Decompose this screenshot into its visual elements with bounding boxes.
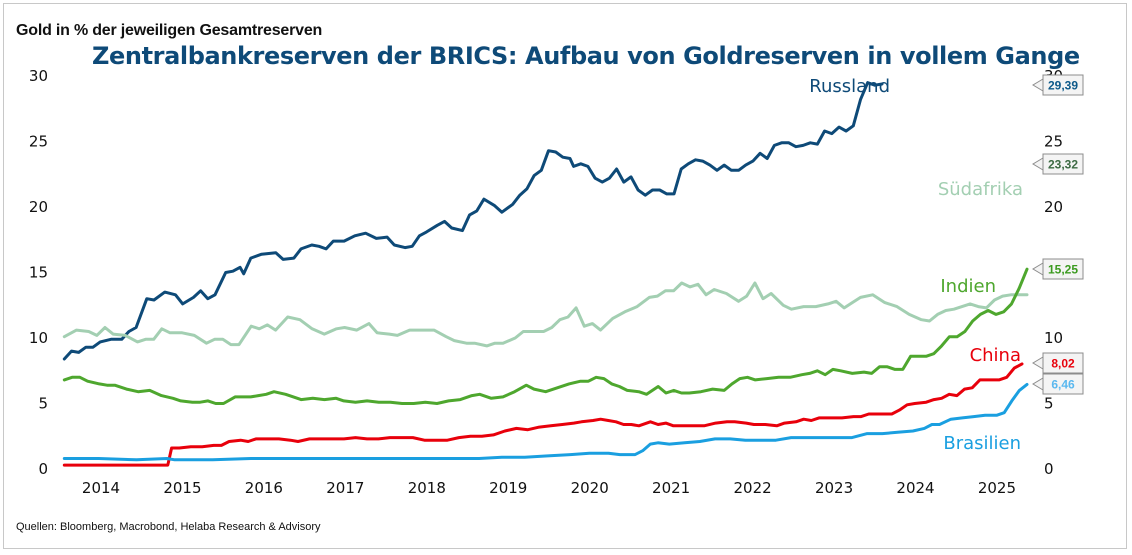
x-tick-label: 2015 xyxy=(163,479,201,497)
y-tick-label-left: 5 xyxy=(38,395,48,413)
y-tick-label-left: 0 xyxy=(38,460,48,478)
last-value-text: 15,25 xyxy=(1048,263,1078,277)
series-lines xyxy=(62,81,1029,467)
series-label-russland: Russland xyxy=(809,76,890,97)
series-line-china xyxy=(62,362,1024,467)
last-value-text: 23,32 xyxy=(1048,158,1078,172)
last-value-text: 8,02 xyxy=(1051,357,1075,371)
pointer-arrow-icon xyxy=(1032,157,1044,171)
series-line-indien xyxy=(62,267,1029,405)
series-line-südafrika xyxy=(62,281,1029,348)
y-tick-label-right: 5 xyxy=(1044,395,1054,413)
y-tick-label-left: 20 xyxy=(29,198,48,216)
last-value-box-china: 8,02 xyxy=(1032,352,1084,374)
x-tick-label: 2017 xyxy=(326,479,364,497)
y-tick-label-left: 25 xyxy=(29,133,48,151)
x-tick-label: 2018 xyxy=(408,479,446,497)
value-box-bg xyxy=(1042,153,1084,175)
x-tick-label: 2021 xyxy=(652,479,690,497)
chart-source: Quellen: Bloomberg, Macrobond, Helaba Re… xyxy=(16,521,321,533)
value-box-bg xyxy=(1042,74,1084,96)
last-value-box-südafrika: 23,32 xyxy=(1032,153,1084,175)
last-value-text: 6,46 xyxy=(1051,378,1075,392)
series-label-indien: Indien xyxy=(940,276,996,297)
pointer-arrow-icon xyxy=(1032,78,1044,92)
last-value-box-russland: 29,39 xyxy=(1032,74,1084,96)
y-tick-label-right: 10 xyxy=(1044,329,1063,347)
series-line-russland xyxy=(62,81,884,361)
series-label-brasilien: Brasilien xyxy=(943,433,1021,454)
value-box-bg xyxy=(1042,258,1084,280)
y-tick-label-right: 20 xyxy=(1044,198,1063,216)
y-tick-label-left: 30 xyxy=(29,67,48,85)
last-value-text: 29,39 xyxy=(1048,79,1078,93)
last-value-box-brasilien: 6,46 xyxy=(1032,373,1084,395)
x-tick-label: 2025 xyxy=(978,479,1016,497)
x-axis: 2014 2015 2016 2017 2018 2019 2020 2021 2022 2023… xyxy=(82,479,1016,497)
y-tick-label-left: 15 xyxy=(29,264,48,282)
series-label-südafrika: Südafrika xyxy=(938,179,1023,200)
y-tick-label-right: 0 xyxy=(1044,460,1054,478)
y-tick-label-left: 10 xyxy=(29,329,48,347)
series-labels: Russland Südafrika Indien China Brasilien xyxy=(809,76,1023,454)
x-tick-label: 2022 xyxy=(734,479,772,497)
x-tick-label: 2014 xyxy=(82,479,120,497)
series-label-china: China xyxy=(970,345,1021,366)
chart-frame xyxy=(3,3,1127,549)
last-value-box-indien: 15,25 xyxy=(1032,258,1084,280)
series-line-brasilien xyxy=(62,382,1029,462)
value-box-bg xyxy=(1042,373,1084,395)
value-box-bg xyxy=(1042,352,1084,374)
x-tick-label: 2023 xyxy=(815,479,853,497)
chart-title: Zentralbankreserven der BRICS: Aufbau vo… xyxy=(92,42,1080,70)
pointer-arrow-icon xyxy=(1032,377,1044,391)
pointer-arrow-icon xyxy=(1032,262,1044,276)
chart-subtitle: Gold in % der jeweiligen Gesamtreserven xyxy=(16,22,323,39)
y-tick-label-right: 25 xyxy=(1044,133,1063,151)
x-tick-label: 2024 xyxy=(896,479,934,497)
y-axis-left: 0 5 10 15 20 25 30 xyxy=(29,67,48,478)
x-tick-label: 2019 xyxy=(489,479,527,497)
x-tick-label: 2016 xyxy=(245,479,283,497)
x-tick-label: 2020 xyxy=(571,479,609,497)
pointer-arrow-icon xyxy=(1032,356,1044,370)
last-value-boxes: 29,39 23,32 15,25 8,02 6,46 xyxy=(1032,74,1084,395)
